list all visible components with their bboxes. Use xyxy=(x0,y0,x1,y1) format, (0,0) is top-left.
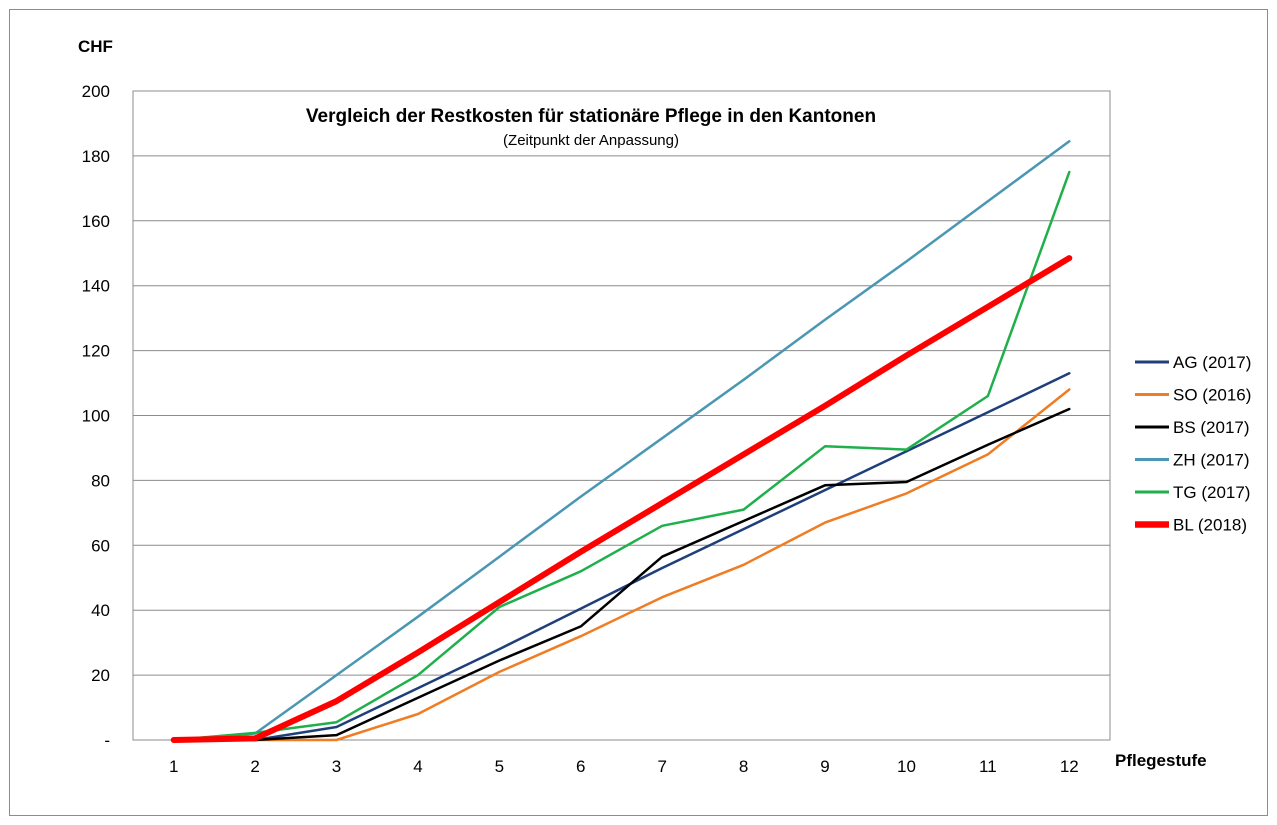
series-lines xyxy=(170,140,1073,743)
x-tick-label: 10 xyxy=(897,757,916,776)
legend-label: TG (2017) xyxy=(1173,483,1250,502)
y-tick-label: 180 xyxy=(82,147,110,166)
y-axis-label: CHF xyxy=(78,37,113,56)
x-axis-label: Pflegestufe xyxy=(1115,751,1207,770)
x-axis-ticks: 1 2 3 4 5 6 7 8 9 10 11 12 xyxy=(169,757,1079,776)
y-tick-label: 140 xyxy=(82,277,110,296)
x-tick-label: 5 xyxy=(495,757,504,776)
x-tick-label: 1 xyxy=(169,757,178,776)
x-tick-label: 8 xyxy=(739,757,748,776)
y-tick-label: 100 xyxy=(82,407,110,426)
series-line xyxy=(172,407,1071,742)
series-line xyxy=(172,140,1071,742)
series-line xyxy=(172,170,1071,742)
chart-subtitle: (Zeitpunkt der Anpassung) xyxy=(503,132,679,149)
legend-label: BS (2017) xyxy=(1173,418,1250,437)
series-line xyxy=(170,255,1073,743)
x-tick-label: 3 xyxy=(332,757,341,776)
legend: AG (2017) SO (2016) BS (2017) ZH (2017) TG (… xyxy=(1135,353,1251,535)
x-tick-label: 9 xyxy=(820,757,829,776)
x-tick-label: 2 xyxy=(250,757,259,776)
legend-label: ZH (2017) xyxy=(1173,451,1250,470)
y-tick-label: - xyxy=(104,731,110,750)
legend-label: SO (2016) xyxy=(1173,386,1251,405)
legend-label: BL (2018) xyxy=(1173,516,1247,535)
y-tick-label: 40 xyxy=(91,601,110,620)
y-axis-ticks: - 20 40 60 80 100 120 140 160 180 200 xyxy=(82,82,110,750)
x-tick-label: 7 xyxy=(657,757,666,776)
y-tick-label: 200 xyxy=(82,82,110,101)
x-tick-label: 4 xyxy=(413,757,422,776)
x-tick-label: 6 xyxy=(576,757,585,776)
legend-label: AG (2017) xyxy=(1173,353,1251,372)
series-line xyxy=(172,388,1071,742)
y-tick-label: 120 xyxy=(82,342,110,361)
y-tick-label: 60 xyxy=(91,536,110,555)
x-tick-label: 12 xyxy=(1060,757,1079,776)
y-tick-label: 20 xyxy=(91,666,110,685)
series-line xyxy=(172,372,1071,742)
chart-title: Vergleich der Restkosten für stationäre … xyxy=(306,106,876,127)
x-tick-label: 11 xyxy=(979,757,997,776)
y-tick-label: 160 xyxy=(82,212,110,231)
chart-frame xyxy=(9,9,1268,816)
y-tick-label: 80 xyxy=(91,471,110,490)
